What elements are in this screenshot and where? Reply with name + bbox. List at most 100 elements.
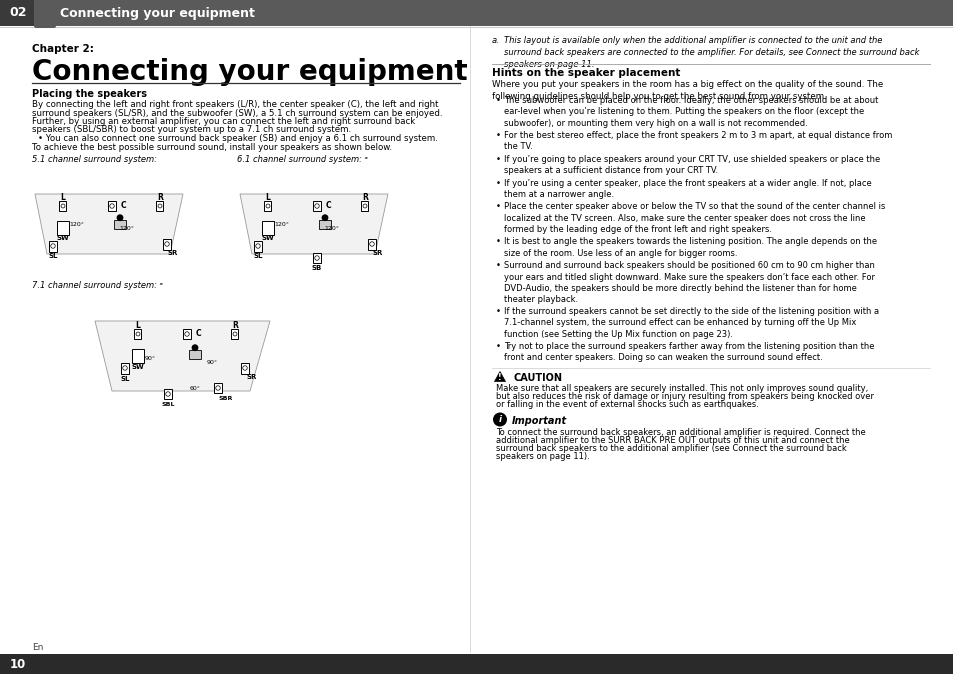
Text: i: i xyxy=(497,415,501,424)
Text: To connect the surround back speakers, an additional amplifier is required. Conn: To connect the surround back speakers, a… xyxy=(496,427,864,437)
Bar xyxy=(121,363,129,373)
Bar xyxy=(0,654,953,674)
Text: This layout is available only when the additional amplifier is connected to the : This layout is available only when the a… xyxy=(503,36,919,69)
Text: surround speakers (SL/SR), and the subwoofer (SW), a 5.1 ch surround system can : surround speakers (SL/SR), and the subwo… xyxy=(32,109,442,117)
Text: Make sure that all speakers are securely installed. This not only improves sound: Make sure that all speakers are securely… xyxy=(496,384,867,392)
Text: If you’re using a center speaker, place the front speakers at a wider angle. If : If you’re using a center speaker, place … xyxy=(503,179,871,199)
Text: Chapter 2:: Chapter 2: xyxy=(32,44,93,54)
Text: Placing the speakers: Placing the speakers xyxy=(32,89,147,99)
Text: SR: SR xyxy=(373,250,383,256)
Text: SL: SL xyxy=(253,253,262,259)
Circle shape xyxy=(193,345,197,350)
Bar xyxy=(49,241,57,251)
Text: SR: SR xyxy=(247,374,257,380)
Polygon shape xyxy=(240,194,388,254)
Text: 7.1 channel surround system: ᵃ: 7.1 channel surround system: ᵃ xyxy=(32,281,163,290)
Circle shape xyxy=(117,215,123,220)
Bar xyxy=(132,349,144,363)
Text: Connecting your equipment: Connecting your equipment xyxy=(32,58,467,86)
Text: L: L xyxy=(135,321,140,330)
Text: SW: SW xyxy=(261,235,274,241)
Text: •: • xyxy=(496,179,500,187)
Text: R: R xyxy=(362,193,368,202)
Text: 60°: 60° xyxy=(190,386,200,390)
Text: The subwoofer can be placed on the floor. Ideally, the other speakers should be : The subwoofer can be placed on the floor… xyxy=(503,96,878,128)
Text: but also reduces the risk of damage or injury resulting from speakers being knoc: but also reduces the risk of damage or i… xyxy=(496,392,873,400)
Text: 120°: 120° xyxy=(274,222,289,226)
Text: For the best stereo effect, place the front speakers 2 m to 3 m apart, at equal : For the best stereo effect, place the fr… xyxy=(503,131,891,151)
Text: !: ! xyxy=(497,373,501,382)
Text: 120°: 120° xyxy=(119,226,134,231)
Bar xyxy=(156,201,163,211)
Text: or falling in the event of external shocks such as earthquakes.: or falling in the event of external shoc… xyxy=(496,400,758,408)
Bar xyxy=(368,239,375,249)
Text: SR: SR xyxy=(168,250,178,256)
Bar xyxy=(361,201,368,211)
Text: If the surround speakers cannot be set directly to the side of the listening pos: If the surround speakers cannot be set d… xyxy=(503,307,879,339)
Text: Further, by using an external amplifier, you can connect the left and right surr: Further, by using an external amplifier,… xyxy=(32,117,415,126)
Bar xyxy=(232,329,238,339)
Text: Hints on the speaker placement: Hints on the speaker placement xyxy=(492,68,679,78)
Bar xyxy=(213,383,222,393)
Text: SB: SB xyxy=(312,265,322,271)
Text: 120°: 120° xyxy=(324,226,339,231)
Polygon shape xyxy=(95,321,270,391)
Bar xyxy=(241,363,249,373)
Text: C: C xyxy=(120,202,126,210)
Text: Where you put your speakers in the room has a big effect on the quality of the s: Where you put your speakers in the room … xyxy=(492,80,882,101)
Text: 02: 02 xyxy=(10,7,27,20)
Text: •: • xyxy=(496,96,500,105)
Bar xyxy=(262,221,274,235)
Text: 10: 10 xyxy=(10,658,26,671)
Text: •: • xyxy=(496,237,500,246)
Bar xyxy=(0,0,953,26)
Bar xyxy=(183,329,191,339)
Text: Surround and surround back speakers should be positioned 60 cm to 90 cm higher t: Surround and surround back speakers shou… xyxy=(503,261,874,305)
Text: 120°: 120° xyxy=(70,222,85,226)
Polygon shape xyxy=(494,371,505,381)
Text: • You can also connect one surround back speaker (SB) and enjoy a 6.1 ch surroun: • You can also connect one surround back… xyxy=(38,134,437,143)
Bar xyxy=(59,201,67,211)
FancyBboxPatch shape xyxy=(34,0,56,28)
Text: By connecting the left and right front speakers (L/R), the center speaker (C), t: By connecting the left and right front s… xyxy=(32,100,438,109)
Text: To achieve the best possible surround sound, install your speakers as shown belo: To achieve the best possible surround so… xyxy=(32,142,392,152)
Bar xyxy=(113,220,126,228)
Text: L: L xyxy=(60,193,66,202)
Text: En: En xyxy=(32,643,43,652)
Bar xyxy=(164,389,172,399)
Text: •: • xyxy=(496,261,500,270)
Text: 5.1 channel surround system:: 5.1 channel surround system: xyxy=(32,155,157,164)
Text: SBL: SBL xyxy=(161,402,174,406)
Text: Connecting your equipment: Connecting your equipment xyxy=(60,7,254,20)
Bar xyxy=(318,220,331,228)
Text: •: • xyxy=(496,202,500,212)
Text: speakers on page 11).: speakers on page 11). xyxy=(496,452,589,460)
Text: 90°: 90° xyxy=(206,359,217,365)
Text: It is best to angle the speakers towards the listening position. The angle depen: It is best to angle the speakers towards… xyxy=(503,237,876,257)
Bar xyxy=(108,201,116,211)
Bar xyxy=(57,221,69,235)
Text: SL: SL xyxy=(120,376,130,382)
Text: SBR: SBR xyxy=(218,396,233,400)
Text: SW: SW xyxy=(132,364,144,370)
Bar xyxy=(0,0,36,26)
Bar xyxy=(163,239,171,249)
Bar xyxy=(264,201,272,211)
Circle shape xyxy=(322,215,328,220)
Text: C: C xyxy=(195,330,200,338)
Text: If you’re going to place speakers around your CRT TV, use shielded speakers or p: If you’re going to place speakers around… xyxy=(503,154,880,175)
Text: 90°: 90° xyxy=(144,355,155,361)
Bar xyxy=(253,241,262,251)
Text: 6.1 channel surround system: ᵃ: 6.1 channel surround system: ᵃ xyxy=(236,155,368,164)
Bar xyxy=(313,253,320,263)
Text: speakers (SBL/SBR) to boost your system up to a 7.1 ch surround system.: speakers (SBL/SBR) to boost your system … xyxy=(32,125,351,135)
Text: Important: Important xyxy=(512,415,566,425)
Bar xyxy=(134,329,141,339)
Text: •: • xyxy=(496,154,500,164)
Text: additional amplifier to the SURR BACK PRE OUT outputs of this unit and connect t: additional amplifier to the SURR BACK PR… xyxy=(496,435,849,445)
Text: C: C xyxy=(325,202,331,210)
Text: a.: a. xyxy=(492,36,499,45)
Text: L: L xyxy=(265,193,270,202)
Polygon shape xyxy=(35,194,183,254)
Text: CAUTION: CAUTION xyxy=(514,373,562,383)
